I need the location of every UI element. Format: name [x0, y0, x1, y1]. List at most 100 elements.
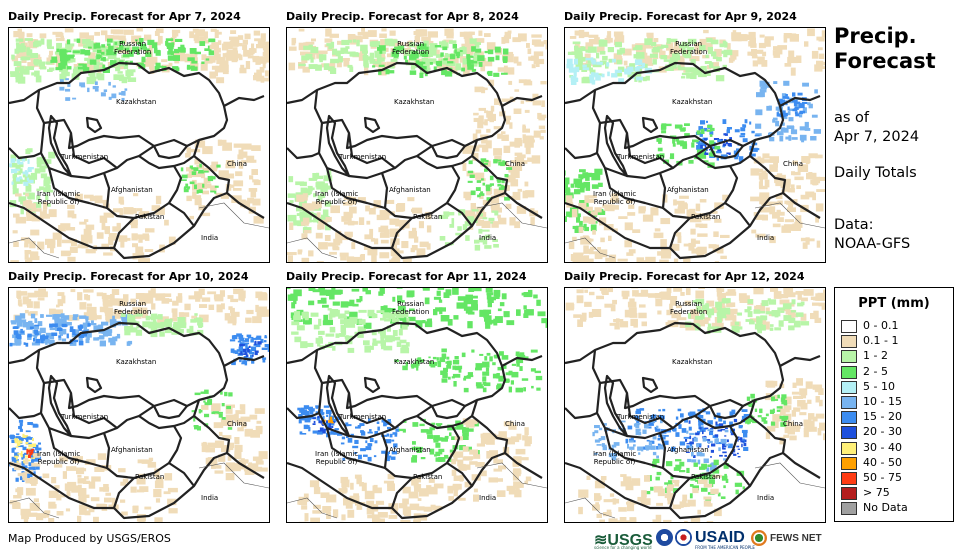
nws-seal-icon [675, 529, 692, 546]
label-turkmenistan: Turkmenistan [339, 153, 387, 161]
legend-swatch [841, 441, 857, 455]
label-india: India [757, 234, 775, 242]
coastline-lines [565, 462, 825, 519]
legend-label: 50 - 75 [863, 471, 902, 484]
label-turkmenistan: Turkmenistan [617, 413, 665, 421]
country-borders [565, 321, 821, 520]
country-borders [287, 61, 543, 260]
legend-swatch [841, 426, 857, 440]
legend-swatch [841, 320, 857, 333]
forecast-panel-4: Daily Precip. Forecast for Apr 10, 2024 … [8, 270, 270, 532]
label-afghanistan: Afghanistan [111, 186, 153, 194]
label-afghanistan: Afghanistan [667, 446, 709, 454]
legend-label: 30 - 40 [863, 440, 902, 454]
label-china: China [227, 160, 247, 168]
legend-label: 1 - 2 [863, 349, 888, 363]
forecast-panel-1: Daily Precip. Forecast for Apr 7, 2024 R… [8, 10, 270, 272]
label-afghanistan: Afghanistan [389, 186, 431, 194]
label-iran: Iran (Islamic Republic of) [315, 190, 359, 206]
sidebar-title: Precip. Forecast [834, 24, 936, 73]
legend-label: 0 - 0.1 [863, 319, 899, 332]
precip-field [565, 28, 825, 262]
country-borders [9, 61, 265, 260]
usaid-logo: USAID [695, 529, 745, 546]
label-iran: Iran (Islamic Republic of) [37, 190, 81, 206]
label-pakistan: Pakistan [691, 213, 721, 221]
label-china: China [505, 160, 525, 168]
forecast-panel-6: Daily Precip. Forecast for Apr 12, 2024 … [564, 270, 826, 532]
legend-label: No Data [863, 501, 908, 515]
label-kazakhstan: Kazakhstan [672, 358, 713, 366]
label-turkmenistan: Turkmenistan [617, 153, 665, 161]
coastline-lines [565, 202, 825, 259]
precip-map: Russian Federation Kazakhstan Turkmenistan… [8, 287, 270, 523]
label-iran: Iran (Islamic Republic of) [593, 450, 637, 466]
legend-label: 15 - 20 [863, 410, 902, 424]
footer-credit: Map Produced by USGS/EROS [8, 532, 171, 545]
label-india: India [757, 494, 775, 502]
usgs-tagline: science for a changing world [594, 545, 652, 550]
label-iran: Iran (Islamic Republic of) [315, 450, 359, 466]
legend-swatch [841, 502, 857, 516]
fews-sun-icon [751, 530, 767, 546]
label-turkmenistan: Turkmenistan [61, 413, 109, 421]
usgs-logo: ≋USGS [594, 532, 653, 549]
sidebar-as-of: as of Apr 7, 2024 [834, 110, 920, 145]
label-india: India [479, 494, 497, 502]
sidebar-totals: Daily Totals [834, 165, 917, 181]
label-pakistan: Pakistan [135, 213, 165, 221]
fews-net-logo: FEWS NET [770, 533, 822, 544]
precip-map: Russian Federation Kazakhstan Turkmenistan… [286, 27, 548, 263]
legend-swatch [841, 396, 857, 409]
label-china: China [783, 160, 803, 168]
label-kazakhstan: Kazakhstan [394, 358, 435, 366]
label-pakistan: Pakistan [691, 473, 721, 481]
precip-field [9, 288, 269, 522]
panel-title: Daily Precip. Forecast for Apr 11, 2024 [286, 270, 527, 283]
label-russia: Russian Federation [114, 300, 152, 316]
label-china: China [783, 420, 803, 428]
coastline-lines [9, 462, 269, 519]
label-russia: Russian Federation [392, 300, 430, 316]
logo-bar: ≋USGS science for a changing world USAID… [594, 528, 834, 550]
label-kazakhstan: Kazakhstan [116, 358, 157, 366]
panel-title: Daily Precip. Forecast for Apr 9, 2024 [564, 10, 797, 23]
label-iran: Iran (Islamic Republic of) [593, 190, 637, 206]
panel-title: Daily Precip. Forecast for Apr 8, 2024 [286, 10, 519, 23]
label-russia: Russian Federation [670, 300, 708, 316]
label-kazakhstan: Kazakhstan [672, 98, 713, 106]
legend-label: 10 - 15 [863, 395, 902, 408]
legend-label: 5 - 10 [863, 379, 895, 393]
label-pakistan: Pakistan [413, 213, 443, 221]
panel-title: Daily Precip. Forecast for Apr 10, 2024 [8, 270, 249, 283]
legend-swatch [841, 456, 857, 470]
precip-field [287, 28, 547, 262]
label-afghanistan: Afghanistan [389, 446, 431, 454]
label-turkmenistan: Turkmenistan [61, 153, 109, 161]
label-russia: Russian Federation [114, 40, 152, 56]
label-afghanistan: Afghanistan [667, 186, 709, 194]
label-kazakhstan: Kazakhstan [394, 98, 435, 106]
forecast-panel-2: Daily Precip. Forecast for Apr 8, 2024 R… [286, 10, 548, 272]
legend-swatch [841, 380, 857, 394]
label-turkmenistan: Turkmenistan [339, 413, 387, 421]
forecast-panel-5: Daily Precip. Forecast for Apr 11, 2024 … [286, 270, 548, 532]
legend-label: 20 - 30 [863, 425, 902, 439]
precip-field [287, 288, 547, 522]
precip-field [565, 288, 825, 522]
precip-map: Russian Federation Kazakhstan Turkmenistan… [286, 287, 548, 523]
label-pakistan: Pakistan [413, 473, 443, 481]
precip-map: Russian Federation Kazakhstan Turkmenistan… [564, 27, 826, 263]
precip-map: Russian Federation Kazakhstan Turkmenistan… [8, 27, 270, 263]
legend-label: > 75 [863, 486, 890, 500]
legend-swatch [841, 350, 857, 364]
noaa-seal-icon [656, 529, 673, 546]
label-india: India [201, 494, 219, 502]
label-russia: Russian Federation [670, 40, 708, 56]
legend-swatch [841, 472, 857, 485]
label-russia: Russian Federation [392, 40, 430, 56]
country-borders [9, 321, 265, 520]
legend-swatch [841, 487, 857, 501]
forecast-panel-3: Daily Precip. Forecast for Apr 9, 2024 R… [564, 10, 826, 272]
label-kazakhstan: Kazakhstan [116, 98, 157, 106]
